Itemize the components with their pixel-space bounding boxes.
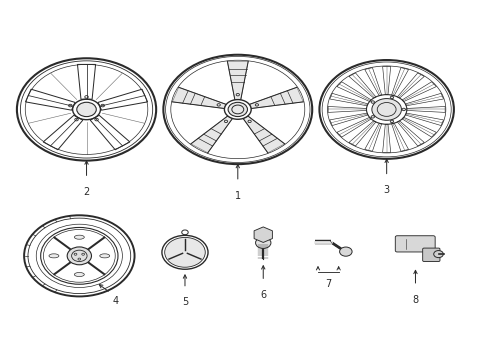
Polygon shape [191, 116, 232, 153]
Polygon shape [227, 61, 248, 100]
Circle shape [371, 101, 374, 103]
Text: 3: 3 [384, 185, 390, 195]
Circle shape [67, 247, 92, 265]
Circle shape [372, 99, 401, 120]
Text: 5: 5 [182, 297, 188, 307]
Ellipse shape [49, 254, 59, 258]
Circle shape [77, 102, 96, 117]
Polygon shape [249, 87, 303, 108]
Circle shape [74, 253, 77, 255]
Text: 1: 1 [235, 190, 241, 201]
Circle shape [82, 253, 85, 255]
Circle shape [228, 102, 247, 117]
Circle shape [78, 258, 81, 260]
Ellipse shape [100, 254, 110, 258]
Text: 6: 6 [260, 290, 266, 300]
Polygon shape [172, 87, 226, 108]
Circle shape [165, 238, 205, 267]
FancyBboxPatch shape [395, 236, 435, 252]
Circle shape [390, 96, 393, 99]
Circle shape [434, 251, 443, 258]
Text: 4: 4 [112, 296, 119, 306]
Circle shape [402, 108, 406, 111]
Polygon shape [243, 116, 285, 153]
Circle shape [390, 120, 393, 123]
Text: 8: 8 [413, 294, 418, 305]
Ellipse shape [74, 273, 84, 276]
Circle shape [340, 247, 352, 256]
Circle shape [371, 116, 374, 118]
Polygon shape [254, 227, 272, 242]
Text: 7: 7 [325, 279, 331, 289]
Ellipse shape [74, 235, 84, 239]
FancyBboxPatch shape [423, 248, 440, 261]
Circle shape [256, 237, 271, 248]
Text: 2: 2 [83, 187, 90, 197]
